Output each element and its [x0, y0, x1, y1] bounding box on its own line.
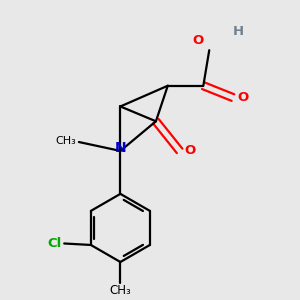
Text: Cl: Cl — [47, 237, 61, 250]
Text: H: H — [233, 25, 244, 38]
Text: O: O — [237, 91, 249, 104]
Text: O: O — [184, 144, 195, 158]
Text: CH₃: CH₃ — [55, 136, 76, 146]
Text: N: N — [115, 141, 126, 155]
Text: O: O — [192, 34, 203, 47]
Text: CH₃: CH₃ — [110, 284, 131, 297]
